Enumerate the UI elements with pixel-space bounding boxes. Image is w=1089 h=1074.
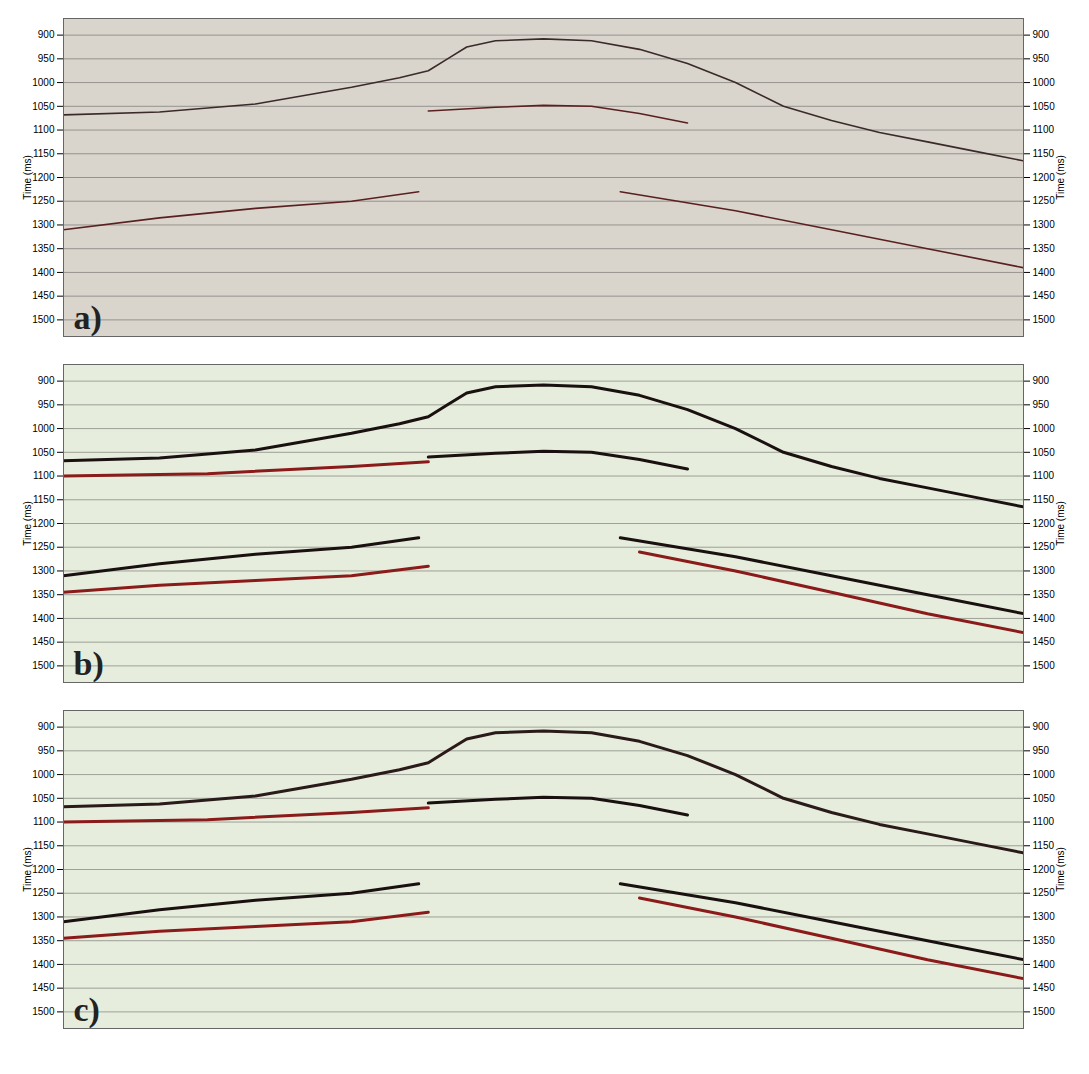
svg-text:1050: 1050 — [32, 101, 55, 112]
svg-text:1100: 1100 — [1033, 470, 1055, 481]
svg-text:1100: 1100 — [1033, 816, 1055, 827]
svg-text:1300: 1300 — [32, 219, 55, 230]
svg-text:1500: 1500 — [1033, 1006, 1056, 1017]
svg-text:1100: 1100 — [33, 470, 55, 481]
svg-text:1100: 1100 — [33, 816, 55, 827]
svg-text:950: 950 — [38, 53, 55, 64]
svg-text:1000: 1000 — [1033, 77, 1056, 88]
svg-text:1150: 1150 — [1033, 148, 1055, 159]
svg-text:Time (ms): Time (ms) — [1055, 155, 1066, 200]
svg-text:1250: 1250 — [1033, 541, 1056, 552]
svg-text:Time (ms): Time (ms) — [1055, 501, 1066, 546]
svg-text:950: 950 — [1033, 745, 1050, 756]
svg-text:1150: 1150 — [33, 148, 55, 159]
svg-text:1250: 1250 — [32, 887, 55, 898]
svg-text:1050: 1050 — [32, 447, 55, 458]
svg-text:1000: 1000 — [32, 423, 55, 434]
svg-text:1500: 1500 — [1033, 314, 1056, 325]
svg-text:1000: 1000 — [32, 77, 55, 88]
svg-text:Time (ms): Time (ms) — [22, 155, 33, 200]
svg-text:900: 900 — [1033, 721, 1050, 732]
svg-text:Time (ms): Time (ms) — [1055, 847, 1066, 892]
svg-text:1400: 1400 — [32, 959, 55, 970]
svg-text:1500: 1500 — [32, 660, 55, 671]
svg-text:950: 950 — [38, 399, 55, 410]
svg-text:1450: 1450 — [32, 636, 55, 647]
svg-text:900: 900 — [38, 721, 55, 732]
svg-text:1200: 1200 — [32, 864, 55, 875]
svg-text:1300: 1300 — [32, 565, 55, 576]
svg-text:1150: 1150 — [1033, 494, 1055, 505]
svg-text:1000: 1000 — [1033, 769, 1056, 780]
svg-text:1100: 1100 — [33, 124, 55, 135]
svg-text:1050: 1050 — [1033, 447, 1056, 458]
svg-text:1350: 1350 — [32, 589, 55, 600]
svg-text:1150: 1150 — [33, 840, 55, 851]
svg-text:1200: 1200 — [1033, 518, 1056, 529]
svg-text:1450: 1450 — [32, 290, 55, 301]
svg-text:1150: 1150 — [33, 494, 55, 505]
svg-text:1400: 1400 — [1033, 267, 1056, 278]
svg-text:1200: 1200 — [1033, 864, 1056, 875]
svg-text:950: 950 — [1033, 399, 1050, 410]
svg-text:Time (ms): Time (ms) — [22, 847, 33, 892]
svg-text:950: 950 — [1033, 53, 1050, 64]
svg-text:900: 900 — [38, 375, 55, 386]
svg-text:1200: 1200 — [32, 518, 55, 529]
svg-text:900: 900 — [1033, 375, 1050, 386]
svg-text:1050: 1050 — [32, 793, 55, 804]
svg-text:1250: 1250 — [1033, 195, 1056, 206]
svg-text:1400: 1400 — [32, 613, 55, 624]
svg-text:1000: 1000 — [32, 769, 55, 780]
svg-text:1250: 1250 — [32, 541, 55, 552]
svg-text:b): b) — [74, 645, 104, 683]
svg-text:1250: 1250 — [32, 195, 55, 206]
svg-text:1300: 1300 — [1033, 911, 1056, 922]
svg-text:1400: 1400 — [1033, 959, 1056, 970]
svg-text:1450: 1450 — [1033, 636, 1056, 647]
svg-text:1050: 1050 — [1033, 793, 1056, 804]
svg-text:1400: 1400 — [32, 267, 55, 278]
svg-text:1500: 1500 — [32, 314, 55, 325]
svg-text:1050: 1050 — [1033, 101, 1056, 112]
svg-text:1300: 1300 — [1033, 219, 1056, 230]
svg-text:1400: 1400 — [1033, 613, 1056, 624]
svg-text:a): a) — [74, 299, 102, 337]
svg-text:Time (ms): Time (ms) — [22, 501, 33, 546]
svg-text:1350: 1350 — [32, 243, 55, 254]
svg-text:1350: 1350 — [1033, 243, 1056, 254]
svg-text:1250: 1250 — [1033, 887, 1056, 898]
svg-text:1500: 1500 — [1033, 660, 1056, 671]
svg-text:1200: 1200 — [32, 172, 55, 183]
svg-text:1300: 1300 — [32, 911, 55, 922]
svg-text:1450: 1450 — [1033, 982, 1056, 993]
svg-text:c): c) — [74, 991, 100, 1029]
svg-text:1350: 1350 — [1033, 935, 1056, 946]
svg-text:1350: 1350 — [1033, 589, 1056, 600]
svg-text:1100: 1100 — [1033, 124, 1055, 135]
svg-text:950: 950 — [38, 745, 55, 756]
svg-text:1300: 1300 — [1033, 565, 1056, 576]
svg-text:1450: 1450 — [1033, 290, 1056, 301]
svg-text:1200: 1200 — [1033, 172, 1056, 183]
svg-text:1500: 1500 — [32, 1006, 55, 1017]
svg-text:1450: 1450 — [32, 982, 55, 993]
svg-text:900: 900 — [1033, 29, 1050, 40]
svg-text:1350: 1350 — [32, 935, 55, 946]
svg-text:1000: 1000 — [1033, 423, 1056, 434]
svg-text:900: 900 — [38, 29, 55, 40]
svg-text:1150: 1150 — [1033, 840, 1055, 851]
